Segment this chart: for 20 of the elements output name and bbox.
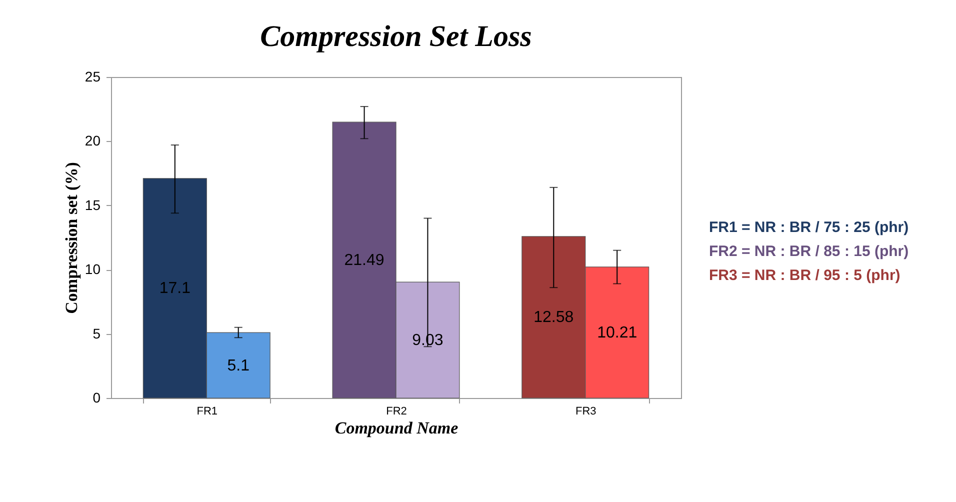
- text: FR2 = NR : BR / 85 : 15 (phr): [709, 243, 909, 260]
- y-tick-label: 0: [92, 390, 101, 406]
- x-tick-label: FR1: [196, 406, 218, 418]
- y-tick-label: 25: [84, 68, 101, 84]
- text: FR3 = NR : BR / 95 : 5 (phr): [709, 267, 900, 284]
- x-tick-label: FR2: [386, 406, 407, 418]
- x-tick-label: FR3: [575, 406, 596, 418]
- text: FR1 = NR : BR / 75 : 25 (phr): [709, 219, 909, 236]
- data-label: 17.1: [159, 280, 191, 298]
- data-label: 5.1: [227, 357, 250, 374]
- data-label: 12.58: [534, 309, 574, 326]
- x-axis-title: Compound Name: [334, 418, 459, 438]
- data-label: 21.49: [344, 252, 384, 270]
- y-tick-label: 5: [92, 325, 101, 342]
- y-tick-label: 15: [84, 196, 101, 213]
- chart-title: Compression Set Loss: [260, 20, 532, 53]
- y-axis-title: Compression set (%): [62, 162, 81, 314]
- data-label: 10.21: [597, 324, 638, 342]
- y-tick-label: 10: [84, 261, 101, 278]
- y-tick-label: 20: [84, 132, 101, 149]
